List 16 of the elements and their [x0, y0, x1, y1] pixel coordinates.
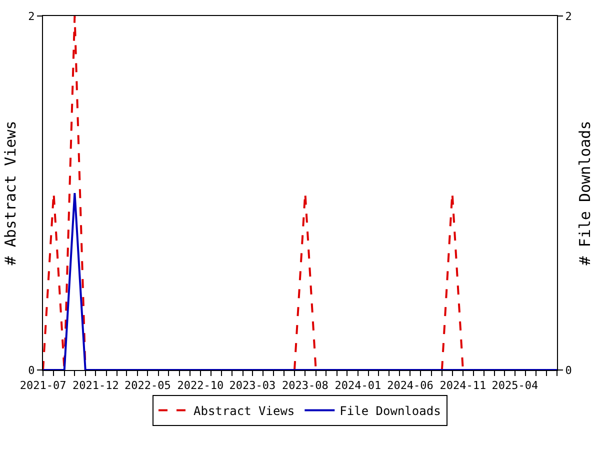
x-tick-label: 2023-08 [282, 379, 328, 392]
y2-axis-title: # File Downloads [576, 120, 594, 266]
legend-label: File Downloads [340, 404, 441, 418]
y-axis-title: # Abstract Views [1, 120, 20, 266]
x-tick-label: 2022-10 [177, 379, 224, 392]
x-tick-label: 2024-01 [334, 379, 382, 392]
x-tick-label: 2024-11 [440, 379, 486, 392]
x-tick-label: 2021-07 [20, 379, 66, 392]
x-tick-label: 2024-06 [387, 379, 434, 392]
x-tick-label: 2021-12 [72, 379, 119, 392]
x-tick-label: 2023-03 [229, 379, 276, 392]
legend-label: Abstract Views [194, 404, 295, 418]
x-tick-label: 2025-04 [492, 379, 539, 392]
x-tick-label: 2022-05 [124, 379, 171, 392]
y2-tick-label: 0 [565, 364, 572, 377]
y2-tick-label: 2 [565, 10, 572, 23]
